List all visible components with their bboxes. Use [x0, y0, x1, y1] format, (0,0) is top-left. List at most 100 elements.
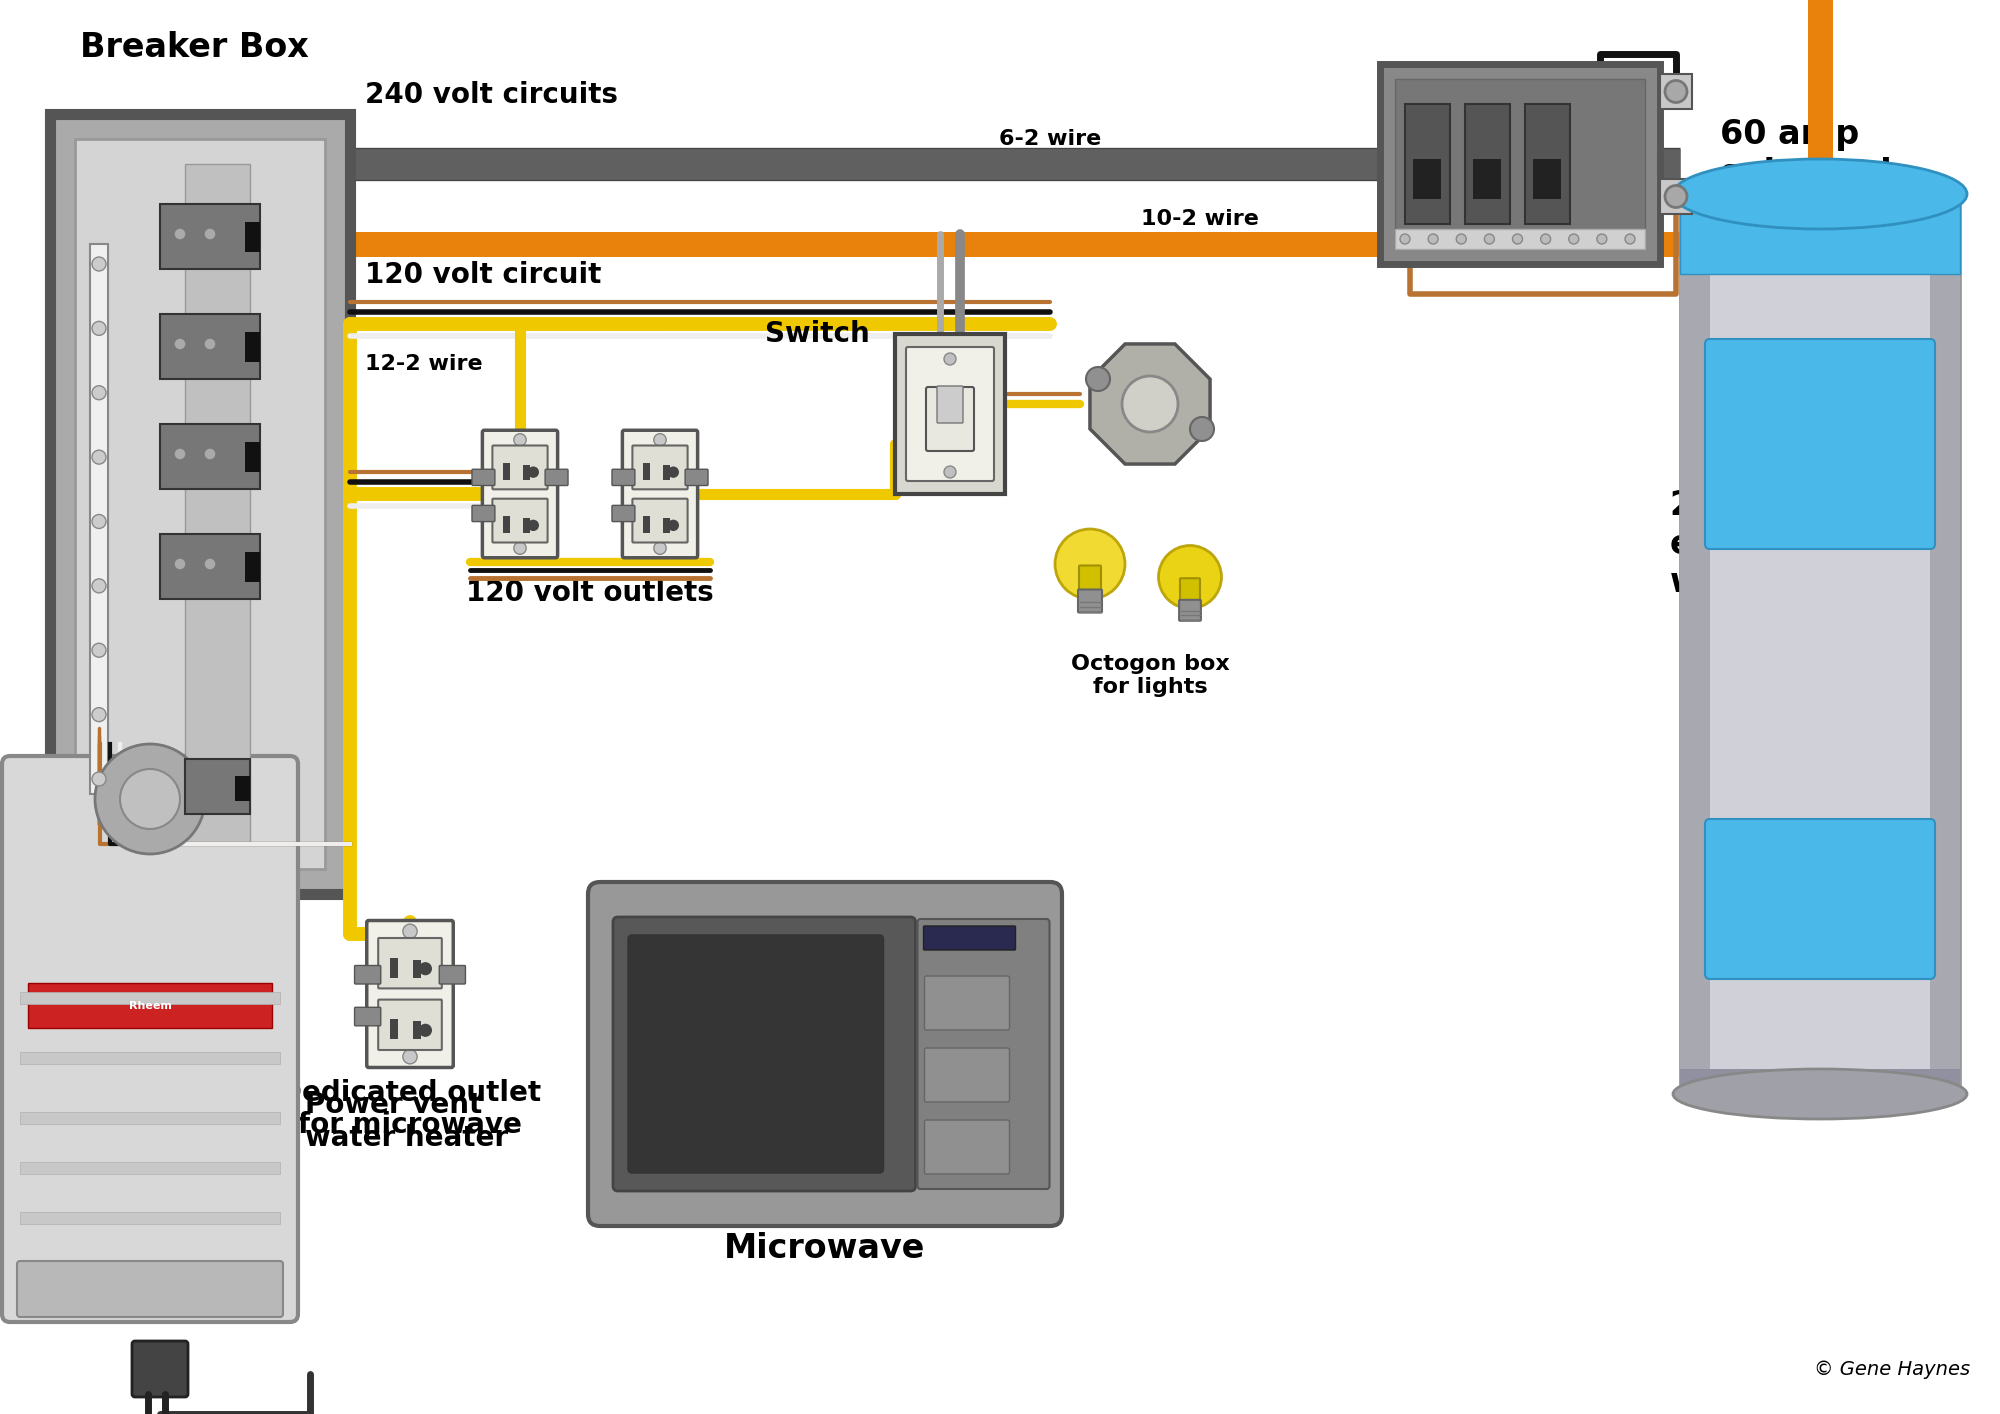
Circle shape [1666, 81, 1688, 102]
Bar [246, 443, 260, 472]
Circle shape [92, 772, 106, 786]
Bar [642, 462, 650, 479]
FancyBboxPatch shape [1660, 74, 1692, 109]
FancyBboxPatch shape [686, 469, 708, 485]
Bar [1380, 64, 1660, 264]
Circle shape [92, 386, 106, 400]
Circle shape [1512, 233, 1522, 245]
Bar [414, 1021, 422, 1039]
FancyBboxPatch shape [1660, 180, 1692, 214]
Bar [186, 759, 250, 814]
Circle shape [92, 578, 106, 592]
Circle shape [92, 450, 106, 464]
Bar [1412, 158, 1440, 199]
Bar [1930, 194, 1960, 1094]
Circle shape [92, 257, 106, 271]
Circle shape [1666, 185, 1688, 208]
Bar [246, 332, 260, 362]
Bar [522, 465, 530, 479]
Bar [662, 518, 670, 533]
Circle shape [1540, 233, 1550, 245]
Bar [20, 1111, 280, 1124]
Polygon shape [1090, 344, 1210, 464]
Circle shape [96, 744, 206, 854]
FancyBboxPatch shape [18, 1261, 284, 1316]
Bar [160, 534, 260, 600]
Bar [662, 465, 670, 479]
FancyBboxPatch shape [546, 469, 568, 485]
Bar [236, 776, 250, 800]
Circle shape [174, 228, 186, 240]
FancyBboxPatch shape [354, 1007, 380, 1025]
FancyBboxPatch shape [354, 966, 380, 984]
Circle shape [120, 769, 180, 829]
Circle shape [668, 520, 680, 532]
Text: 6-2 wire: 6-2 wire [998, 129, 1102, 148]
Text: © Gene Haynes: © Gene Haynes [1814, 1360, 1970, 1379]
Circle shape [92, 643, 106, 658]
Circle shape [1596, 233, 1606, 245]
Circle shape [92, 321, 106, 335]
Circle shape [514, 434, 526, 445]
Bar [76, 139, 326, 870]
FancyBboxPatch shape [924, 1048, 1010, 1102]
Bar [20, 1162, 280, 1174]
Bar [1526, 105, 1570, 223]
Text: 240 volt circuits: 240 volt circuits [366, 81, 618, 109]
Circle shape [1456, 233, 1466, 245]
Bar [20, 1212, 280, 1225]
Bar [50, 115, 350, 894]
FancyBboxPatch shape [924, 976, 1010, 1029]
FancyBboxPatch shape [938, 386, 964, 423]
FancyBboxPatch shape [482, 430, 558, 557]
Circle shape [204, 448, 216, 460]
Bar [90, 245, 108, 795]
Text: Dedicated outlet
for microwave: Dedicated outlet for microwave [278, 1079, 542, 1140]
Bar [20, 993, 280, 1004]
FancyBboxPatch shape [1080, 566, 1102, 592]
Circle shape [944, 467, 956, 478]
Bar [246, 551, 260, 583]
Bar [1404, 105, 1450, 223]
Bar [1396, 79, 1646, 249]
Circle shape [654, 434, 666, 445]
Text: Microwave: Microwave [724, 1232, 926, 1266]
Circle shape [1086, 368, 1110, 392]
Circle shape [174, 559, 186, 570]
FancyBboxPatch shape [492, 445, 548, 489]
Bar [502, 516, 510, 533]
FancyBboxPatch shape [918, 919, 1050, 1189]
Circle shape [1158, 546, 1222, 608]
Text: 120 volt outlets: 120 volt outlets [466, 578, 714, 607]
FancyBboxPatch shape [896, 334, 1006, 493]
Circle shape [1190, 417, 1214, 441]
FancyBboxPatch shape [1704, 819, 1936, 978]
FancyBboxPatch shape [472, 505, 494, 522]
Bar [1464, 105, 1510, 223]
Text: Breaker Box: Breaker Box [80, 31, 308, 64]
FancyBboxPatch shape [628, 935, 884, 1174]
Circle shape [1568, 233, 1578, 245]
FancyBboxPatch shape [132, 1340, 188, 1397]
FancyBboxPatch shape [632, 445, 688, 489]
Circle shape [92, 515, 106, 529]
Circle shape [418, 1024, 432, 1036]
FancyBboxPatch shape [906, 346, 994, 481]
Circle shape [402, 925, 418, 939]
Circle shape [528, 467, 540, 478]
FancyBboxPatch shape [926, 387, 974, 451]
Bar [160, 424, 260, 489]
FancyBboxPatch shape [440, 966, 466, 984]
Circle shape [204, 228, 216, 240]
FancyBboxPatch shape [588, 882, 1062, 1226]
Circle shape [1122, 376, 1178, 433]
FancyBboxPatch shape [472, 469, 494, 485]
FancyBboxPatch shape [1704, 339, 1936, 549]
Ellipse shape [1672, 1069, 1968, 1118]
Circle shape [944, 354, 956, 365]
FancyBboxPatch shape [378, 1000, 442, 1051]
FancyBboxPatch shape [1180, 578, 1200, 602]
Bar [160, 314, 260, 379]
Text: 10-2 wire: 10-2 wire [1142, 209, 1258, 229]
Circle shape [1624, 233, 1636, 245]
